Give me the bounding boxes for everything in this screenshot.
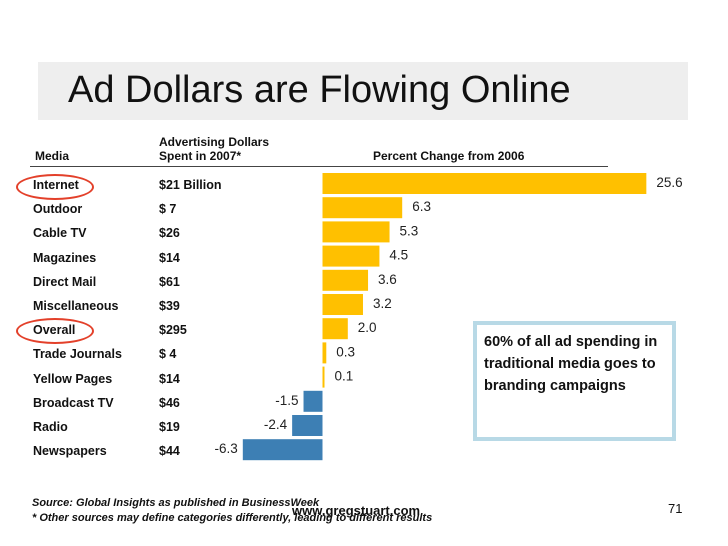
footer-source: Source: Global Insights as published in … xyxy=(32,497,320,509)
bar-value-label: 0.1 xyxy=(335,369,354,384)
bar xyxy=(303,390,323,412)
spend-value: $ 7 xyxy=(159,202,177,217)
slide-title: Ad Dollars are Flowing Online xyxy=(68,69,571,111)
bar xyxy=(292,415,323,436)
media-label: Outdoor xyxy=(33,202,83,217)
bar-value-label: -1.5 xyxy=(275,393,298,408)
spend-value: $14 xyxy=(159,371,180,386)
spend-value: $46 xyxy=(159,395,180,410)
callout-box: 60% of all ad spending in traditional me… xyxy=(473,321,676,441)
spend-value: $61 xyxy=(159,274,180,289)
bar-value-label: 2.0 xyxy=(358,320,377,335)
bar-value-label: 6.3 xyxy=(412,199,431,214)
page-number: 71 xyxy=(668,501,683,516)
header-dollars-line1: Advertising Dollars xyxy=(159,135,270,149)
bar xyxy=(322,342,327,364)
media-label: Cable TV xyxy=(33,226,87,241)
spend-value: $44 xyxy=(159,444,180,459)
bar xyxy=(322,269,369,291)
spend-value: $14 xyxy=(159,250,180,265)
bar-value-label: 5.3 xyxy=(400,223,419,238)
header-dollars-line2: Spent in 2007* xyxy=(159,149,242,163)
bar-value-label: 0.3 xyxy=(336,344,355,359)
bar xyxy=(322,173,647,194)
bar-value-label: 4.5 xyxy=(389,248,408,263)
callout-text: 60% of all ad spending in traditional me… xyxy=(484,334,658,394)
spend-value: $39 xyxy=(159,299,180,313)
media-label: Radio xyxy=(33,420,68,434)
bar-value-label: 3.2 xyxy=(373,296,392,311)
media-label: Direct Mail xyxy=(33,274,97,289)
bar xyxy=(322,318,348,340)
bar xyxy=(322,197,403,219)
media-label: Newspapers xyxy=(33,444,107,459)
media-label: Broadcast TV xyxy=(33,395,114,410)
website-url: www.gregstuart.com xyxy=(292,503,421,518)
spend-value: $19 xyxy=(159,420,180,434)
title-band xyxy=(38,62,688,120)
bar xyxy=(242,439,323,461)
spend-value: $21 Billion xyxy=(159,178,222,192)
bar xyxy=(322,221,390,243)
bar xyxy=(322,294,363,315)
bar-value-label: 25.6 xyxy=(656,175,682,190)
spend-value: $ 4 xyxy=(159,347,177,362)
media-label: Trade Journals xyxy=(33,347,122,362)
bar-value-label: -6.3 xyxy=(215,441,238,456)
bar xyxy=(322,366,325,388)
spend-value: $26 xyxy=(159,226,180,241)
media-label: Magazines xyxy=(33,250,97,265)
bar-value-label: 3.6 xyxy=(378,272,397,287)
bar xyxy=(322,245,380,267)
overall-highlight-ring xyxy=(16,318,94,344)
media-label: Yellow Pages xyxy=(33,371,113,386)
header-rule xyxy=(30,166,608,167)
bar-value-label: -2.4 xyxy=(264,417,288,432)
media-label: Miscellaneous xyxy=(33,299,119,313)
header-media: Media xyxy=(35,149,70,163)
footer-note: * Other sources may define categories di… xyxy=(32,512,433,524)
header-percent-change: Percent Change from 2006 xyxy=(373,149,525,163)
internet-highlight-ring xyxy=(16,174,94,200)
spend-value: $295 xyxy=(159,323,187,338)
